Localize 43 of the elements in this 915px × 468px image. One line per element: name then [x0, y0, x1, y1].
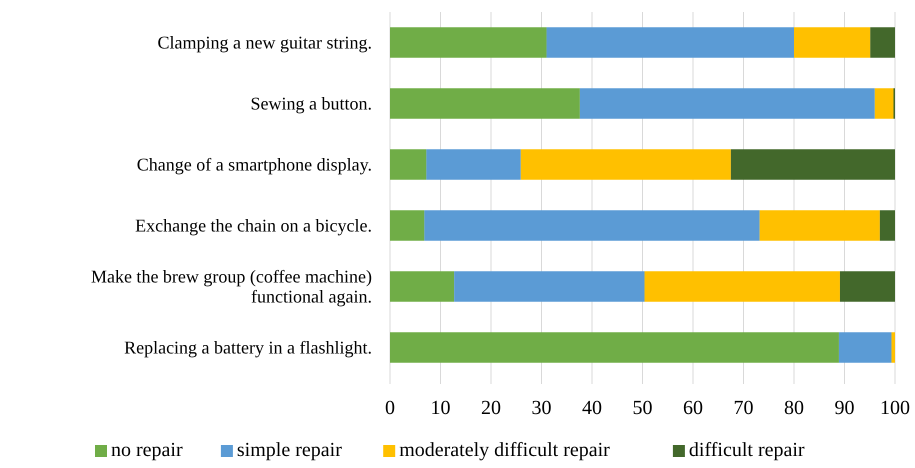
x-tick-label: 30 — [532, 397, 552, 419]
y-tick-label: Change of a smartphone display. — [136, 154, 372, 174]
legend-label: simple repair — [236, 439, 342, 461]
bar — [424, 210, 760, 241]
bar — [390, 149, 426, 180]
bar — [644, 271, 840, 302]
bar — [426, 149, 521, 180]
x-tick-label: 70 — [734, 397, 754, 419]
bar — [390, 271, 454, 302]
legend-label: no repair — [111, 439, 183, 461]
bar — [546, 27, 794, 58]
bar — [840, 271, 895, 302]
bar — [454, 271, 645, 302]
bar — [794, 27, 870, 58]
x-tick-label: 20 — [481, 397, 501, 419]
bar — [874, 88, 894, 119]
bar — [390, 332, 839, 363]
x-tick-label: 60 — [683, 397, 703, 419]
y-tick-label: Clamping a new guitar string. — [158, 32, 372, 52]
x-tick-label: 80 — [784, 397, 804, 419]
y-tick-label: Exchange the chain on a bicycle. — [135, 216, 372, 236]
legend-label: moderately difficult repair — [399, 439, 610, 461]
x-tick-label: 50 — [632, 397, 652, 419]
y-tick-label: Make the brew group (coffee machine) functional again. — [90, 266, 372, 306]
bar — [390, 210, 424, 241]
x-tick-label: 10 — [430, 397, 450, 419]
bar — [580, 88, 875, 119]
x-tick-label: 0 — [385, 397, 395, 419]
bar — [390, 27, 547, 58]
x-tick-label: 40 — [582, 397, 602, 419]
bar — [838, 332, 892, 363]
legend-label: difficult repair — [688, 439, 805, 461]
bar — [730, 149, 895, 180]
x-tick-label: 90 — [834, 397, 854, 419]
bar — [760, 210, 880, 241]
bar — [520, 149, 731, 180]
bar — [880, 210, 895, 241]
x-tick-label: 100 — [880, 397, 910, 419]
y-tick-label: Sewing a button. — [250, 94, 372, 114]
bar — [891, 332, 895, 363]
y-tick-label: Replacing a battery in a flashlight. — [124, 338, 372, 358]
bar — [390, 88, 580, 119]
bar — [870, 27, 895, 58]
